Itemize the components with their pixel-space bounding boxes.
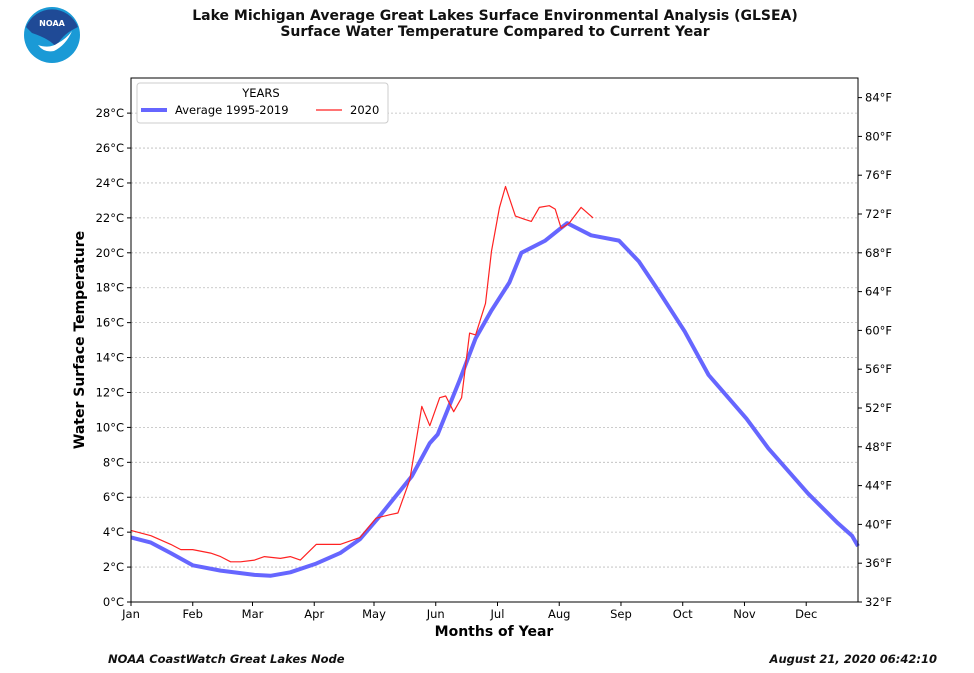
x-tick-label: Mar xyxy=(242,607,264,621)
series-2020-line xyxy=(130,185,594,563)
y2-tick-label: 84°F xyxy=(865,91,892,105)
chart-area: 0°C 2°C 4°C 6°C 8°C 10°C 12°C 14°C 16°C 18°C 20°C 2… xyxy=(72,77,892,640)
y-tick-label: 18°C xyxy=(96,281,124,295)
x-tick-label: Jul xyxy=(490,607,505,621)
y2-tick-label: 52°F xyxy=(865,401,892,415)
y2-tick-label: 40°F xyxy=(865,517,892,531)
y2-tick-label: 36°F xyxy=(865,556,892,570)
chart-title: Lake Michigan Average Great Lakes Surfac… xyxy=(192,8,798,24)
x-tick-label: Jun xyxy=(426,607,445,621)
y2-tick-label: 56°F xyxy=(865,362,892,376)
footer-source: NOAA CoastWatch Great Lakes Node xyxy=(108,652,345,666)
y-axis-label: Water Surface Temperature xyxy=(72,231,88,449)
y-tick-label: 24°C xyxy=(96,176,124,190)
x-tick-label: Oct xyxy=(673,607,693,621)
y-tick-label: 10°C xyxy=(96,420,124,434)
series-average-line xyxy=(130,221,860,578)
chart-subtitle: Surface Water Temperature Compared to Cu… xyxy=(280,24,710,40)
y-tick-label: 2°C xyxy=(103,560,124,574)
y-tick-label: 28°C xyxy=(96,106,124,120)
x-tick-label: Apr xyxy=(304,607,324,621)
y-tick-label: 4°C xyxy=(103,525,124,539)
svg-text:NOAA: NOAA xyxy=(39,19,65,28)
y2-tick-label: 64°F xyxy=(865,285,892,299)
y-tick-label: 20°C xyxy=(96,246,124,260)
y-tick-label: 26°C xyxy=(96,141,124,155)
x-tick-label: Aug xyxy=(548,607,570,621)
y-tick-label: 8°C xyxy=(103,455,124,469)
y2-tick-label: 80°F xyxy=(865,129,892,143)
footer-timestamp: August 21, 2020 06:42:10 xyxy=(769,652,937,666)
legend-label-average: Average 1995-2019 xyxy=(175,103,289,117)
x-tick-label: May xyxy=(362,607,386,621)
y-tick-label: 16°C xyxy=(96,316,124,330)
y2-tick-label: 48°F xyxy=(865,440,892,454)
x-tick-label: Nov xyxy=(733,607,756,621)
y-tick-label: 22°C xyxy=(96,211,124,225)
y2-tick-label: 68°F xyxy=(865,246,892,260)
noaa-logo: NOAA xyxy=(24,7,80,63)
y-tick-label: 6°C xyxy=(103,490,124,504)
y-tick-label: 12°C xyxy=(96,385,124,399)
y2-tick-label: 76°F xyxy=(865,168,892,182)
x-tick-label: Sep xyxy=(610,607,632,621)
x-tick-label: Feb xyxy=(183,607,203,621)
y2-tick-label: 60°F xyxy=(865,323,892,337)
y-tick-label: 14°C xyxy=(96,351,124,365)
y2-tick-label: 32°F xyxy=(865,595,892,609)
legend: YEARS Average 1995-2019 2020 xyxy=(136,82,389,124)
x-tick-label: Dec xyxy=(795,607,817,621)
plot-frame xyxy=(130,77,859,603)
legend-label-2020: 2020 xyxy=(350,103,379,117)
y-tick-label: 0°C xyxy=(103,595,124,609)
y2-tick-label: 44°F xyxy=(865,479,892,493)
legend-title: YEARS xyxy=(241,86,279,100)
y2-tick-label: 72°F xyxy=(865,207,892,221)
x-axis-label: Months of Year xyxy=(435,624,554,640)
x-tick-label: Jan xyxy=(121,607,140,621)
